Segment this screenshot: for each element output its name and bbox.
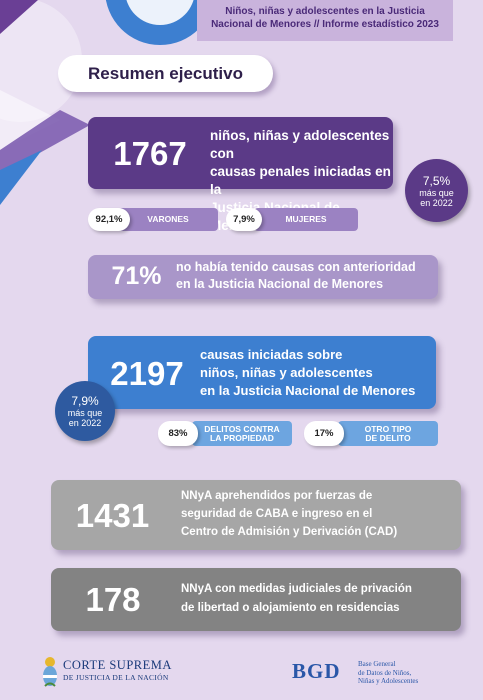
section-title: Resumen ejecutivo bbox=[88, 64, 243, 83]
desc-line: en la Justicia Nacional de Menores bbox=[200, 383, 416, 398]
stat-description-1431: NNyA aprehendidos por fuerzas de segurid… bbox=[181, 487, 456, 541]
badge-text: en 2022 bbox=[420, 197, 453, 208]
section-title-pill: Resumen ejecutivo bbox=[58, 55, 273, 92]
chip-value-property: 83% bbox=[158, 421, 198, 446]
court-name: CORTE SUPREMA bbox=[63, 658, 172, 672]
card-children-with-cases: 1767 niños, niñas y adolescentes con cau… bbox=[88, 117, 393, 233]
bgd-logo: BGD bbox=[292, 659, 341, 683]
desc-line: niños, niñas y adolescentes bbox=[200, 365, 373, 380]
desc-line: niños, niñas y adolescentes con bbox=[210, 128, 390, 161]
bgd-line: Base General bbox=[358, 660, 396, 668]
label-line: OTRO TIPO bbox=[364, 423, 412, 434]
stat-number-178: 178 bbox=[85, 581, 141, 618]
deco-white-triangle bbox=[0, 90, 60, 150]
chip-label-boys: VARONES bbox=[118, 208, 218, 231]
label-line: DE DELITO bbox=[365, 432, 411, 443]
stat-number-1767: 1767 bbox=[113, 135, 187, 172]
chip-boys: VARONES 92,1% bbox=[88, 208, 218, 231]
report-title: Niños, niñas y adolescentes en la Justic… bbox=[197, 6, 453, 31]
desc-line: NNyA con medidas judiciales de privación bbox=[181, 583, 412, 595]
chip-label-girls: MUJERES bbox=[254, 208, 358, 231]
chip-girls: MUJERES 7,9% bbox=[226, 208, 358, 231]
increase-badge-7-5: 7,5% más que en 2022 bbox=[405, 159, 468, 222]
court-logo-text: CORTE SUPREMA DE JUSTICIA DE LA NACIÓN bbox=[63, 658, 172, 682]
badge-text: más que bbox=[419, 187, 454, 198]
chip-other-crimes: OTRO TIPO DE DELITO 17% bbox=[304, 421, 438, 446]
card-cases-initiated: 2197 causas iniciadas sobre niños, niñas… bbox=[88, 336, 436, 409]
badge-text: en 2022 bbox=[68, 418, 102, 428]
label-line: LA PROPIEDAD bbox=[210, 432, 274, 443]
chip-label-property: DELITOS CONTRA LA PROPIEDAD bbox=[192, 421, 292, 446]
deco-soft-circle bbox=[0, 0, 82, 122]
chip-value-girls: 7,9% bbox=[226, 208, 262, 231]
stat-description-178: NNyA con medidas judiciales de privación… bbox=[181, 580, 456, 618]
bgd-line: Niñas y Adolescentes bbox=[358, 677, 419, 685]
bgd-description: Base General de Datos de Niños, Niñas y … bbox=[358, 660, 418, 686]
label-line: DELITOS CONTRA bbox=[204, 423, 280, 434]
desc-line: NNyA aprehendidos por fuerzas de bbox=[181, 490, 373, 502]
stat-number-71: 71% bbox=[111, 262, 162, 290]
desc-line: causas penales iniciadas en la bbox=[210, 164, 391, 197]
bgd-line: de Datos de Niños, bbox=[358, 668, 412, 677]
desc-line: no había tenido causas con anterioridad bbox=[176, 260, 416, 274]
court-emblem-icon bbox=[43, 657, 57, 687]
deco-white-ring bbox=[126, 0, 194, 25]
report-title-line2: Nacional de Menores // Informe estadísti… bbox=[211, 18, 439, 30]
chip-value-other: 17% bbox=[304, 421, 344, 446]
badge-text: más que bbox=[67, 408, 103, 418]
stat-number-2197: 2197 bbox=[110, 355, 184, 392]
chip-label-other: OTRO TIPO DE DELITO bbox=[338, 421, 438, 446]
desc-line: seguridad de CABA e ingreso en el bbox=[181, 508, 373, 520]
desc-line: causas iniciadas sobre bbox=[200, 347, 343, 362]
desc-line: de libertad o alojamiento en residencias bbox=[181, 602, 400, 614]
chip-value-boys: 92,1% bbox=[88, 208, 130, 231]
deco-purple-corner bbox=[0, 0, 38, 34]
court-subname: DE JUSTICIA DE LA NACIÓN bbox=[63, 673, 169, 682]
card-first-cases: 71% no había tenido causas con anteriori… bbox=[88, 255, 438, 299]
desc-line: Centro de Admisión y Derivación (CAD) bbox=[181, 526, 398, 538]
stat-number-1431: 1431 bbox=[75, 497, 150, 534]
report-title-line1: Niños, niñas y adolescentes en la Justic… bbox=[225, 6, 425, 17]
stat-description-71: no había tenido causas con anterioridad … bbox=[176, 259, 436, 293]
badge-percent: 7,5% bbox=[422, 173, 451, 188]
card-judicial-measures: 178 NNyA con medidas judiciales de priva… bbox=[51, 568, 461, 631]
deco-blue-triangle bbox=[0, 150, 42, 205]
chip-property-crimes: DELITOS CONTRA LA PROPIEDAD 83% bbox=[158, 421, 292, 446]
header-banner bbox=[197, 0, 453, 41]
badge-percent: 7,9% bbox=[71, 394, 99, 408]
desc-line: en la Justicia Nacional de Menores bbox=[176, 277, 384, 291]
increase-badge-7-9: 7,9% más que en 2022 bbox=[55, 381, 115, 441]
stat-description-2197: causas iniciadas sobre niños, niñas y ad… bbox=[200, 346, 435, 400]
card-apprehended: 1431 NNyA aprehendidos por fuerzas de se… bbox=[51, 480, 461, 550]
deco-purple-triangle bbox=[0, 110, 90, 175]
stat-description-1767: niños, niñas y adolescentes con causas p… bbox=[210, 127, 395, 235]
